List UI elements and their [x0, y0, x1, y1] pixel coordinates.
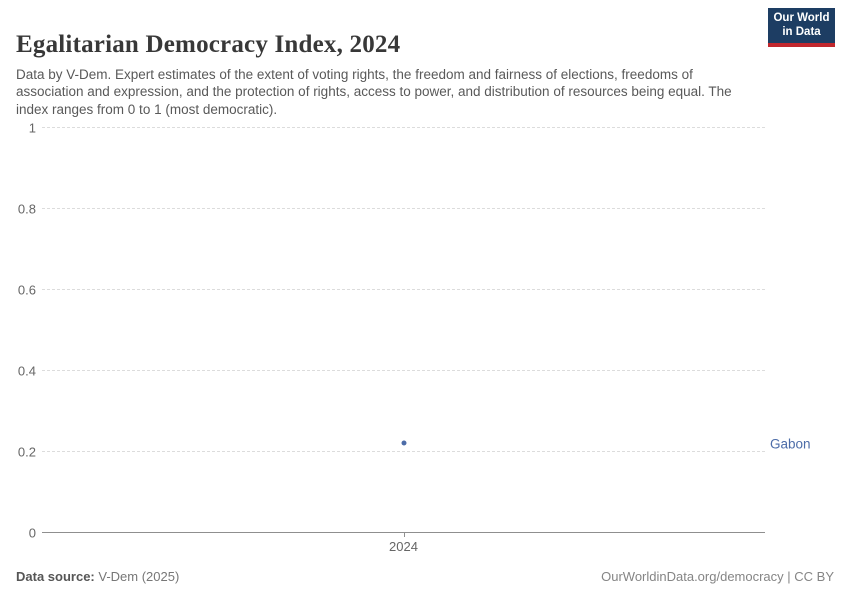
- y-axis-tick-label: 1: [28, 120, 36, 135]
- y-axis-tick-label: 0: [28, 525, 36, 540]
- gridline: [42, 208, 765, 209]
- owid-logo[interactable]: Our World in Data: [768, 8, 835, 47]
- gridline: [42, 289, 765, 290]
- x-axis-tick-mark: [403, 532, 405, 537]
- entity-label-gabon[interactable]: Gabon: [770, 436, 811, 452]
- chart-subtitle: Data by V-Dem. Expert estimates of the e…: [16, 66, 732, 117]
- y-axis-tick-label: 0.6: [17, 282, 36, 297]
- page-title: Egalitarian Democracy Index, 2024: [16, 30, 401, 58]
- y-axis-tick-label: 0.4: [17, 363, 36, 378]
- data-source-value: V-Dem (2025): [94, 569, 180, 584]
- y-axis-tick-label: 0.2: [17, 444, 36, 459]
- x-axis-tick-label: 2024: [389, 539, 418, 554]
- owid-logo-line2: in Data: [782, 25, 821, 38]
- gridline: [42, 451, 765, 452]
- y-axis-tick-label: 0.8: [17, 201, 36, 216]
- data-source-note: Data source: V-Dem (2025): [16, 569, 179, 584]
- owid-logo-line1: Our World: [773, 12, 830, 24]
- license-link[interactable]: OurWorldinData.org/democracy | CC BY: [601, 569, 834, 584]
- gridline: [42, 370, 765, 371]
- data-source-label: Data source:: [16, 569, 95, 584]
- gridline: [42, 127, 765, 128]
- data-point-gabon[interactable]: [401, 440, 406, 446]
